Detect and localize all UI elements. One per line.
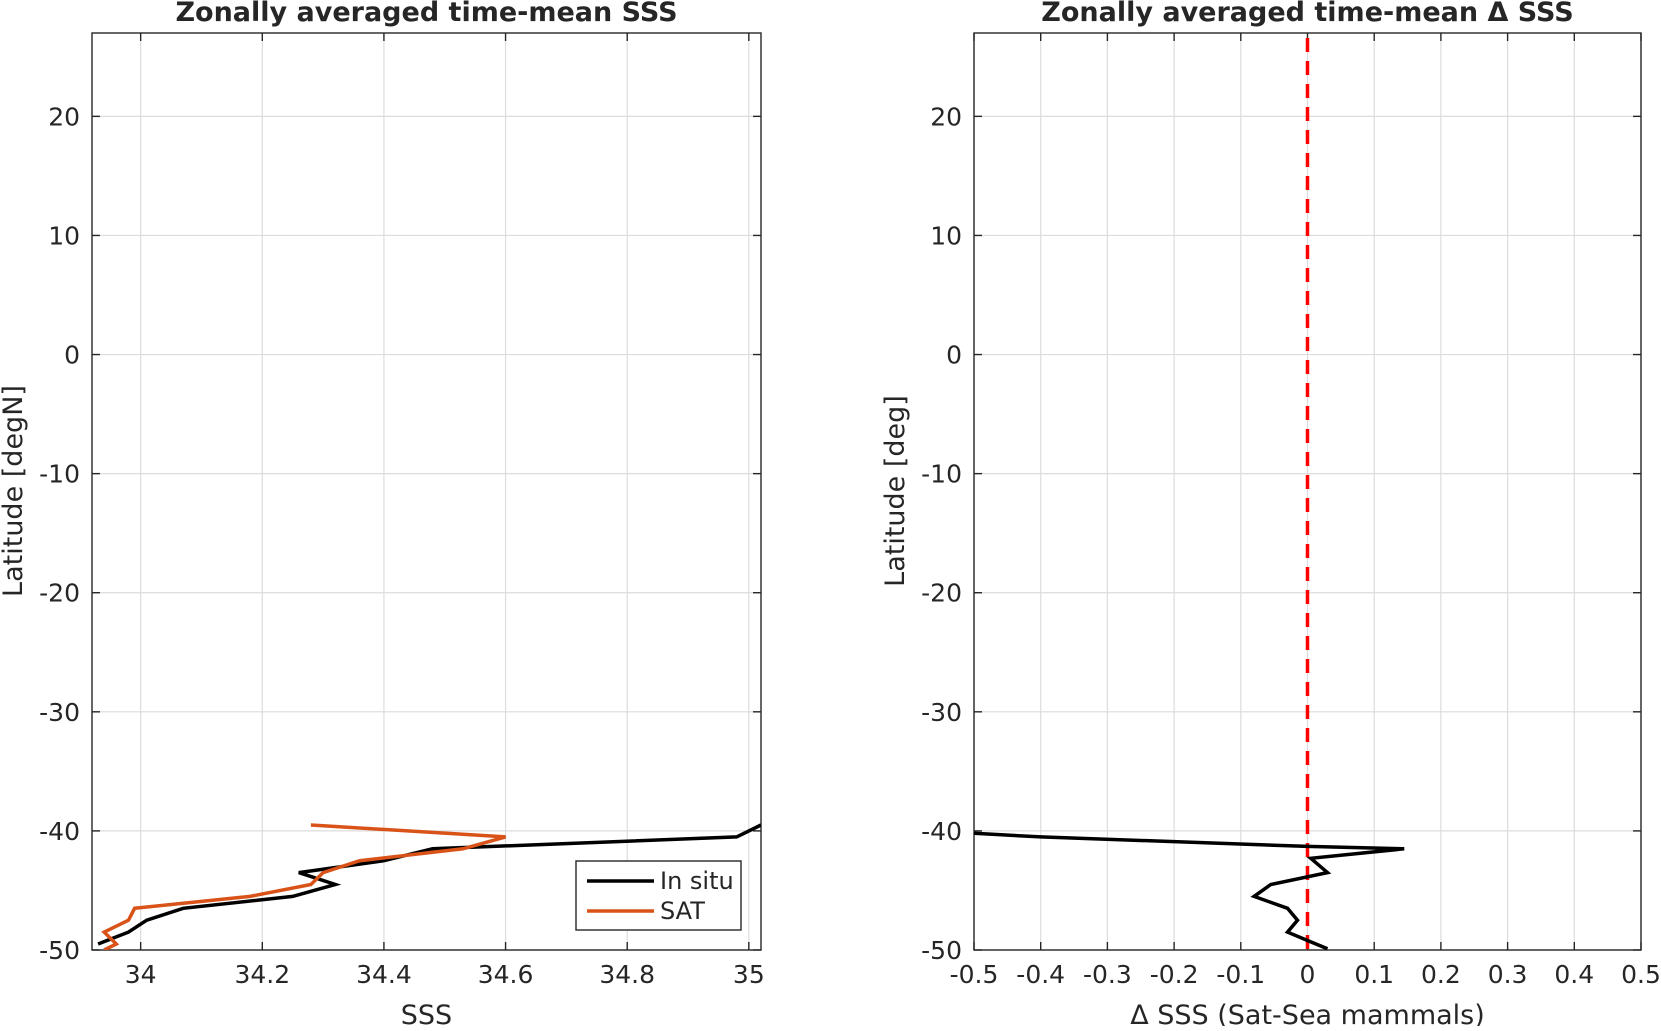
sss-y-tick-label: -30 [39, 698, 80, 727]
sss-series-sat [101, 823, 507, 950]
delta-sss-y-tick-label: 10 [930, 221, 962, 250]
legend-label-sat: SAT [660, 897, 705, 925]
sss-series-in-situ [97, 823, 761, 946]
sss-y-tick-label: -40 [39, 817, 80, 846]
delta-sss-x-tick-label: 0.4 [1554, 960, 1594, 989]
delta-sss-chart-title: Zonally averaged time-mean Δ SSS [1041, 0, 1573, 28]
delta-sss-series-delta [974, 831, 1405, 950]
delta-sss-x-tick-label: -0.2 [1150, 960, 1199, 989]
sss-x-tick-label: 34.2 [234, 960, 290, 989]
delta-sss-x-tick-label: 0 [1300, 960, 1316, 989]
sss-y-axis-label: Latitude [degN] [0, 385, 29, 597]
sss-y-tick-label: 20 [48, 102, 80, 131]
delta-sss-x-tick-label: 0.2 [1421, 960, 1461, 989]
sss-y-tick-label: -10 [39, 460, 80, 489]
sss-x-tick-label: 34.8 [599, 960, 655, 989]
sss-axes-box [91, 32, 762, 951]
sss-y-tick-label: -20 [39, 579, 80, 608]
sss-y-tick-label: -50 [39, 936, 80, 965]
sss-y-tick-label: 10 [48, 221, 80, 250]
sss-chart-title: Zonally averaged time-mean SSS [175, 0, 677, 28]
delta-sss-x-tick-label: -0.1 [1216, 960, 1265, 989]
delta-sss-x-tick-label: 0.1 [1354, 960, 1394, 989]
sss-y-tick-label: 0 [64, 341, 80, 370]
sss-x-tick-label: 34 [125, 960, 157, 989]
sss-x-tick-label: 34.4 [356, 960, 412, 989]
delta-sss-x-tick-label: -0.5 [950, 960, 999, 989]
sss-x-tick-label: 34.6 [478, 960, 534, 989]
delta-sss-y-axis-label: Latitude [deg] [880, 395, 911, 587]
delta-sss-x-tick-label: -0.3 [1083, 960, 1132, 989]
legend-label-in-situ: In situ [660, 867, 734, 895]
delta-sss-y-tick-label: 0 [946, 341, 962, 370]
delta-sss-panel: -0.5 -0.4 -0.3 -0.2 -0.1 0 0.1 0.2 0.3 0.4 0.5 -50 -… [880, 0, 1661, 1031]
delta-sss-y-tick-label: -40 [921, 817, 962, 846]
delta-sss-x-tick-label: -0.4 [1016, 960, 1065, 989]
delta-sss-x-axis-label: Δ SSS (Sat-Sea mammals) [1130, 1000, 1485, 1026]
delta-sss-y-tick-label: -20 [921, 579, 962, 608]
sss-panel: 34 34.2 34.4 34.6 34.8 35 -50 -40 -30 -20 -10 0 10 20… [0, 0, 765, 1031]
delta-sss-y-tick-label: 20 [930, 102, 962, 131]
delta-sss-y-tick-label: -30 [921, 698, 962, 727]
sss-x-tick-label: 35 [733, 960, 765, 989]
delta-sss-y-tick-label: -50 [921, 936, 962, 965]
delta-sss-x-tick-label: 0.5 [1621, 960, 1661, 989]
legend-box [575, 860, 742, 931]
legend: In situ SAT [575, 860, 742, 931]
sss-x-axis-label: SSS [401, 1000, 452, 1026]
delta-sss-y-tick-label: -10 [921, 460, 962, 489]
delta-sss-x-tick-label: 0.3 [1488, 960, 1528, 989]
